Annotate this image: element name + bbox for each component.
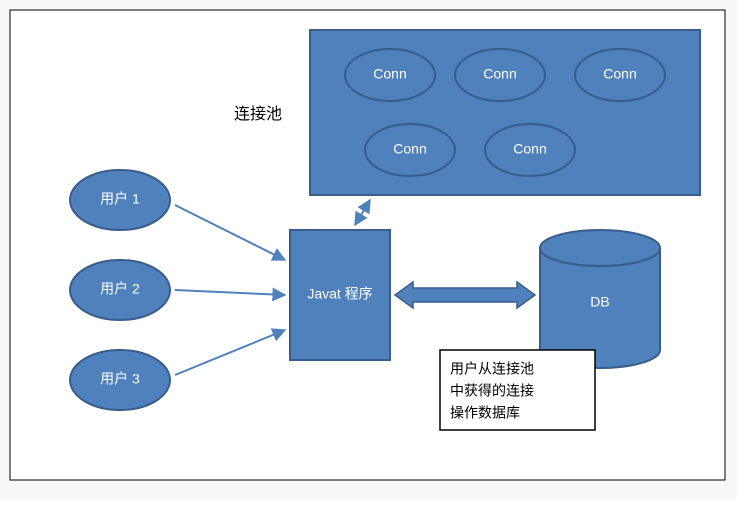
- conn-label-0: Conn: [373, 66, 406, 82]
- user2-label: 用户 2: [100, 281, 140, 297]
- user3-label: 用户 3: [100, 371, 140, 387]
- conn-label-1: Conn: [483, 66, 516, 82]
- note-line-1: 中获得的连接: [450, 383, 534, 399]
- note-line-0: 用户从连接池: [450, 361, 534, 377]
- conn-label-4: Conn: [513, 141, 546, 157]
- connection-pool-title: 连接池: [234, 105, 282, 123]
- db-label: DB: [590, 294, 609, 310]
- note-line-2: 操作数据库: [450, 405, 520, 421]
- conn-label-2: Conn: [603, 66, 636, 82]
- java-program-label: Javat 程序: [307, 286, 372, 302]
- db-cylinder-top: [540, 230, 660, 266]
- conn-label-3: Conn: [393, 141, 426, 157]
- user1-label: 用户 1: [100, 191, 140, 207]
